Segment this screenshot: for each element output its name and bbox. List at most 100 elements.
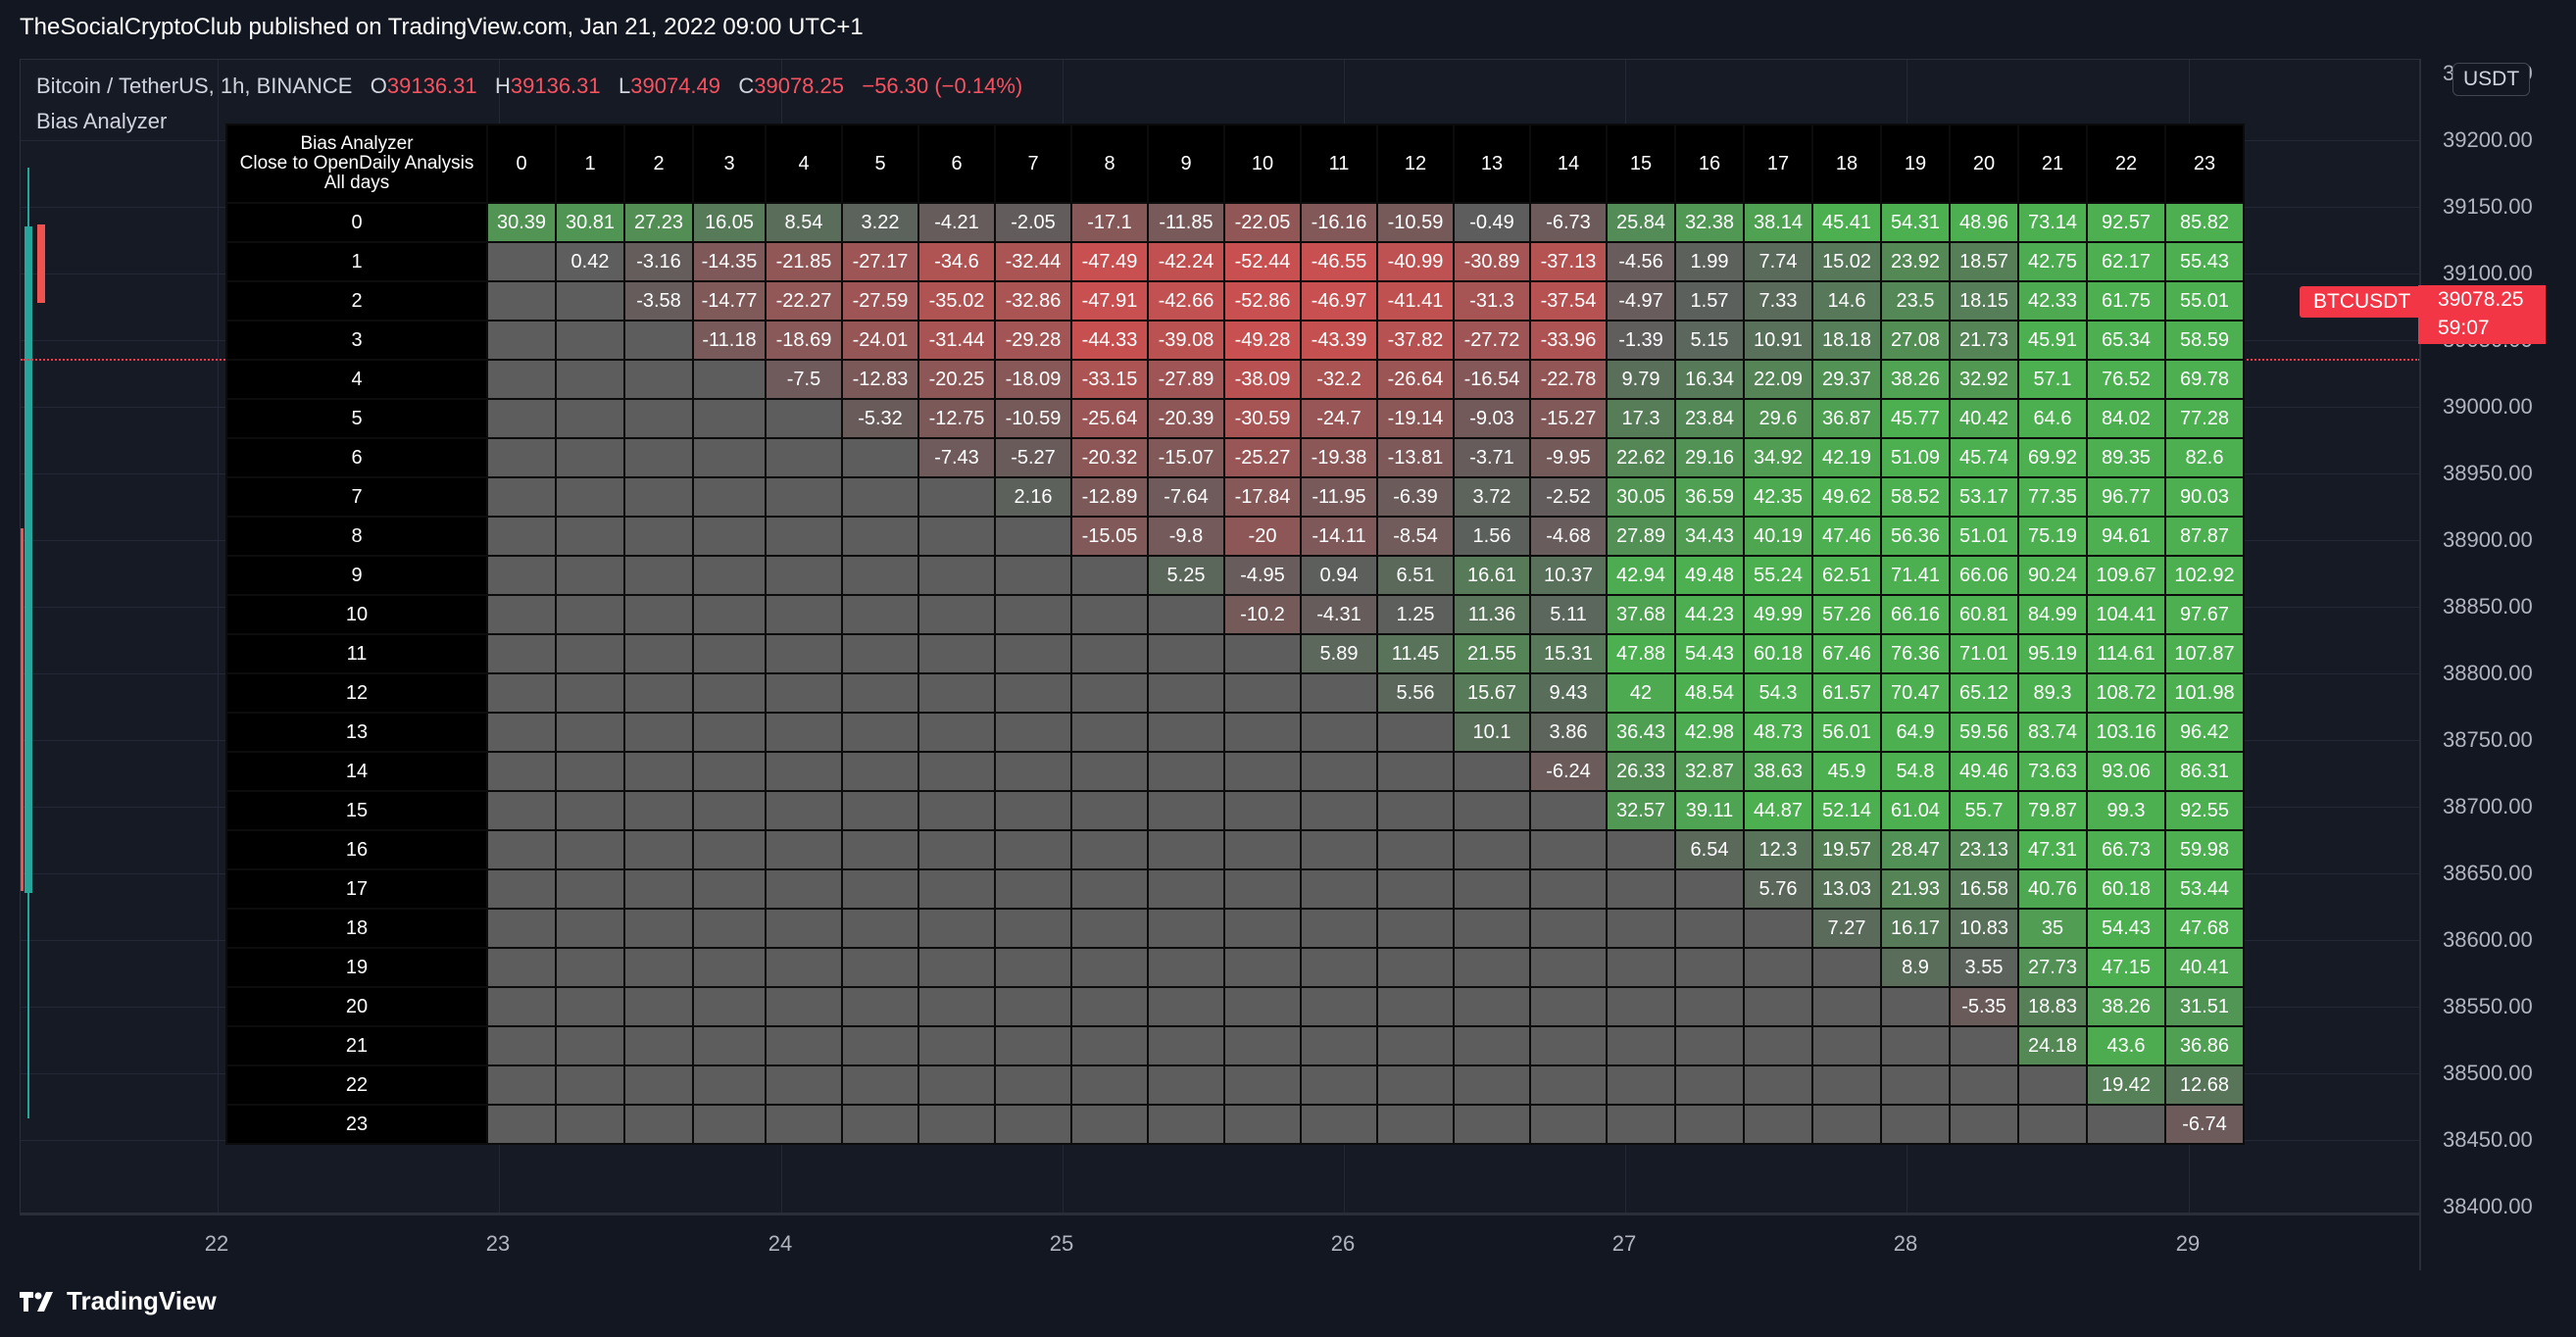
empty-cell — [1376, 1065, 1455, 1106]
price-tick: 38600.00 — [2443, 927, 2533, 952]
empty-cell — [1300, 986, 1378, 1027]
bias-cell: 28.47 — [1880, 829, 1951, 870]
bias-cell: 47.88 — [1606, 633, 1676, 674]
bias-cell: 54.43 — [2086, 908, 2166, 949]
price-axis[interactable]: 39250.0039200.0039150.0039100.0039050.00… — [2419, 59, 2558, 1270]
bias-cell: -5.32 — [841, 398, 919, 439]
empty-cell — [486, 1065, 557, 1106]
empty-cell — [692, 1025, 767, 1066]
column-header: 2 — [623, 124, 694, 204]
price-tick: 38950.00 — [2443, 461, 2533, 485]
empty-cell — [841, 908, 919, 949]
row-header: 9 — [225, 555, 488, 596]
empty-cell — [841, 476, 919, 518]
price-tick: 38800.00 — [2443, 661, 2533, 685]
bias-cell: 55.01 — [2164, 280, 2245, 322]
empty-cell — [1880, 986, 1951, 1027]
empty-cell — [765, 555, 843, 596]
bias-cell: -13.81 — [1376, 437, 1455, 478]
bias-cell: 69.78 — [2164, 359, 2245, 400]
column-header: 14 — [1529, 124, 1608, 204]
bias-cell: 90.03 — [2164, 476, 2245, 518]
table-header-row: Bias Analyzer Close to OpenDaily Analysis… — [225, 124, 2245, 204]
bias-cell: 23.84 — [1674, 398, 1745, 439]
column-header: 1 — [555, 124, 625, 204]
empty-cell — [1880, 1065, 1951, 1106]
bias-cell: 1.99 — [1674, 241, 1745, 282]
bias-cell: -52.86 — [1223, 280, 1302, 322]
column-header: 10 — [1223, 124, 1302, 204]
bias-cell: 6.51 — [1376, 555, 1455, 596]
bias-cell: -22.27 — [765, 280, 843, 322]
empty-cell — [623, 908, 694, 949]
bias-cell: 66.73 — [2086, 829, 2166, 870]
tradingview-logo-icon — [20, 1291, 53, 1312]
bias-cell: 27.89 — [1606, 516, 1676, 557]
bias-cell: -10.59 — [1376, 202, 1455, 243]
bias-cell: 5.15 — [1674, 320, 1745, 361]
bias-cell: 69.92 — [2017, 437, 2088, 478]
empty-cell — [692, 398, 767, 439]
bias-cell: 21.55 — [1453, 633, 1531, 674]
bias-cell: 12.3 — [1743, 829, 1813, 870]
bias-cell: -43.39 — [1300, 320, 1378, 361]
empty-cell — [1376, 790, 1455, 831]
empty-cell — [765, 398, 843, 439]
empty-cell — [1743, 1065, 1813, 1106]
row-header: 10 — [225, 594, 488, 635]
bias-cell: 73.63 — [2017, 751, 2088, 792]
bias-cell: 99.3 — [2086, 790, 2166, 831]
empty-cell — [841, 947, 919, 988]
indicator-name[interactable]: Bias Analyzer — [36, 109, 168, 133]
bias-cell: 37.68 — [1606, 594, 1676, 635]
bias-cell: 1.56 — [1453, 516, 1531, 557]
bias-cell: 10.91 — [1743, 320, 1813, 361]
bias-cell: 42.94 — [1606, 555, 1676, 596]
empty-cell — [623, 712, 694, 753]
empty-cell — [486, 1104, 557, 1145]
bias-cell: 73.14 — [2017, 202, 2088, 243]
bias-cell: -10.59 — [994, 398, 1072, 439]
empty-cell — [765, 476, 843, 518]
bias-cell: 5.89 — [1300, 633, 1378, 674]
bias-cell: 19.57 — [1811, 829, 1882, 870]
empty-cell — [917, 712, 996, 753]
price-tick: 39150.00 — [2443, 194, 2533, 219]
bias-cell: 47.31 — [2017, 829, 2088, 870]
bias-cell: 30.81 — [555, 202, 625, 243]
empty-cell — [917, 555, 996, 596]
empty-cell — [1223, 751, 1302, 792]
bias-cell: -40.99 — [1376, 241, 1455, 282]
symbol-name[interactable]: Bitcoin / TetherUS, 1h, BINANCE — [36, 74, 353, 98]
row-header: 11 — [225, 633, 488, 674]
bias-cell: 30.39 — [486, 202, 557, 243]
bias-cell: 23.5 — [1880, 280, 1951, 322]
bias-cell: 60.18 — [1743, 633, 1813, 674]
bias-cell: 40.76 — [2017, 868, 2088, 910]
bias-cell: 79.87 — [2017, 790, 2088, 831]
empty-cell — [994, 947, 1072, 988]
empty-cell — [1376, 829, 1455, 870]
column-header: 5 — [841, 124, 919, 204]
row-header: 13 — [225, 712, 488, 753]
time-axis[interactable]: 22 23 24 25 26 27 28 29 — [20, 1213, 2419, 1272]
bias-cell: -30.89 — [1453, 241, 1531, 282]
bias-cell: 76.52 — [2086, 359, 2166, 400]
empty-cell — [994, 594, 1072, 635]
currency-button[interactable]: USDT — [2452, 63, 2531, 96]
empty-cell — [623, 594, 694, 635]
empty-cell — [1300, 1025, 1378, 1066]
bias-analyzer-table: Bias Analyzer Close to OpenDaily Analysis… — [225, 124, 2245, 1145]
bias-cell: 48.73 — [1743, 712, 1813, 753]
empty-cell — [765, 594, 843, 635]
empty-cell — [841, 555, 919, 596]
bias-cell: 32.38 — [1674, 202, 1745, 243]
bias-cell: 94.61 — [2086, 516, 2166, 557]
bias-cell: -0.49 — [1453, 202, 1531, 243]
empty-cell — [765, 516, 843, 557]
empty-cell — [765, 790, 843, 831]
bias-cell: 16.17 — [1880, 908, 1951, 949]
row-header: 17 — [225, 868, 488, 910]
bias-cell: 32.57 — [1606, 790, 1676, 831]
table-row: 9 5.25 -4.95 0.94 6.51 16.61 10.37 42.94 49.48 55… — [225, 555, 2245, 596]
